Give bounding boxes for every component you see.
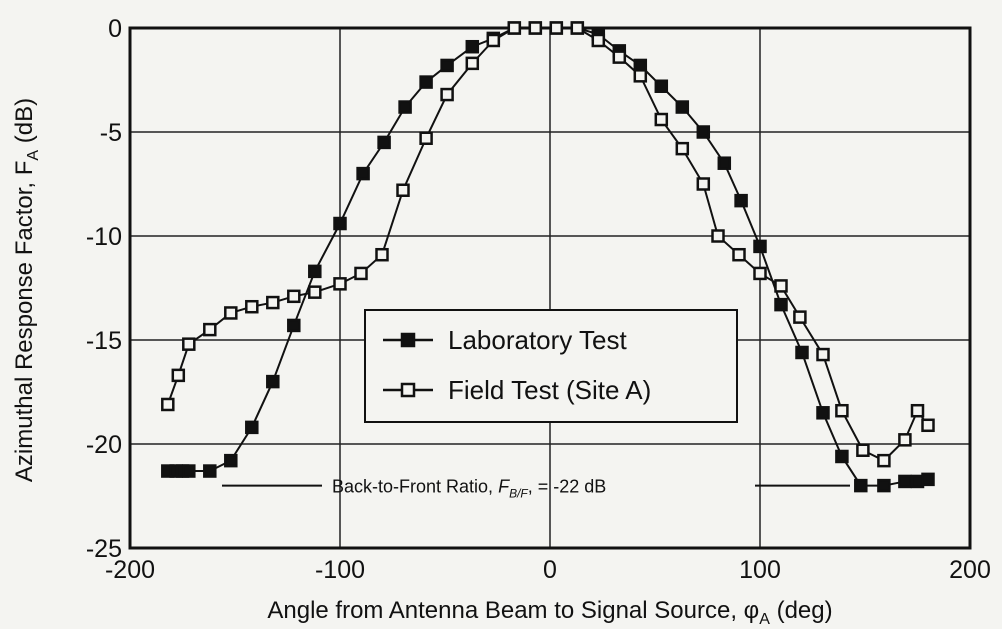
- data-point: [308, 285, 322, 299]
- y-axis-label: Azimuthal Response Factor, FA (dB): [11, 98, 42, 482]
- data-point: [877, 453, 891, 468]
- y-tick-label: -20: [86, 431, 122, 459]
- data-point: [774, 279, 788, 293]
- data-point: [816, 347, 830, 362]
- annotation-suffix: , = -22 dB: [528, 477, 607, 497]
- y-tick-label: -15: [86, 327, 122, 355]
- data-point: [245, 299, 259, 314]
- data-point: [854, 478, 868, 493]
- data-point: [287, 318, 301, 333]
- data-point: [182, 464, 196, 478]
- data-point: [795, 345, 809, 360]
- data-point: [396, 183, 410, 197]
- x-label-subscript: A: [759, 611, 770, 628]
- x-tick-label: -100: [315, 556, 365, 584]
- data-point: [308, 264, 322, 279]
- data-point: [182, 337, 196, 351]
- data-point: [224, 453, 238, 468]
- data-point: [675, 141, 690, 156]
- data-point: [612, 50, 627, 64]
- y-label-suffix: (dB): [11, 98, 38, 150]
- y-label-subscript: A: [25, 150, 42, 161]
- data-point: [696, 177, 711, 191]
- legend-label: Field Test (Site A): [448, 375, 651, 405]
- data-point: [835, 449, 849, 464]
- data-point: [398, 100, 412, 114]
- x-tick-label: 0: [543, 556, 557, 584]
- data-point: [549, 21, 564, 35]
- data-point: [354, 266, 368, 281]
- x-label-text: Angle from Antenna Beam to Signal Source…: [267, 597, 743, 624]
- y-label-text: Azimuthal Response Factor,: [11, 175, 38, 482]
- y-label-symbol: F: [11, 161, 38, 176]
- data-point: [654, 79, 669, 93]
- data-point: [753, 239, 767, 254]
- data-point: [171, 368, 186, 383]
- legend-label: Laboratory Test: [448, 325, 628, 355]
- data-point: [711, 229, 725, 243]
- data-point: [898, 474, 912, 489]
- data-point: [224, 306, 238, 320]
- y-tick-label: 0: [108, 15, 122, 43]
- data-point: [793, 310, 807, 324]
- y-tick-label: -5: [100, 119, 122, 147]
- data-point: [732, 247, 746, 262]
- annotation-symbol: F: [498, 477, 510, 497]
- annotation-subscript: B/F: [509, 487, 528, 501]
- x-axis-label: Angle from Antenna Beam to Signal Source…: [267, 597, 832, 628]
- data-point: [633, 69, 648, 83]
- data-point: [507, 21, 522, 35]
- data-point: [377, 135, 391, 150]
- data-point: [440, 87, 454, 102]
- annotation-text: Back-to-Front Ratio,: [332, 477, 498, 497]
- data-point: [835, 403, 849, 418]
- data-point: [333, 216, 347, 231]
- data-point: [375, 247, 389, 262]
- legend-marker: [400, 332, 416, 348]
- data-point: [877, 478, 891, 493]
- data-point: [570, 21, 585, 35]
- data-point: [203, 464, 217, 478]
- data-point: [717, 156, 732, 170]
- data-point: [753, 266, 767, 281]
- data-point: [266, 295, 280, 310]
- data-point: [910, 403, 925, 418]
- data-point: [856, 443, 870, 457]
- data-point: [921, 418, 935, 433]
- legend-box: [364, 309, 738, 423]
- x-label-symbol: φ: [744, 597, 760, 624]
- data-point: [419, 75, 433, 89]
- data-point: [333, 277, 347, 291]
- data-point: [921, 472, 935, 487]
- data-point: [465, 39, 480, 54]
- data-point: [898, 433, 912, 447]
- data-point: [774, 297, 788, 312]
- data-point: [465, 56, 480, 71]
- data-point: [528, 21, 543, 35]
- data-point: [591, 33, 606, 48]
- data-point: [440, 58, 454, 73]
- data-point: [486, 33, 501, 48]
- data-point: [816, 406, 830, 420]
- data-point: [675, 100, 690, 114]
- data-point: [287, 289, 301, 304]
- data-point: [419, 131, 433, 145]
- y-tick-label: -25: [86, 535, 122, 563]
- legend-marker: [400, 382, 416, 398]
- data-point: [161, 397, 175, 412]
- data-point: [356, 166, 370, 181]
- data-point: [654, 112, 669, 127]
- data-point: [266, 374, 280, 389]
- data-point: [203, 322, 217, 337]
- x-tick-label: 200: [949, 556, 991, 584]
- x-tick-label: 100: [739, 556, 781, 584]
- y-tick-label: -10: [86, 223, 122, 251]
- annotation: Back-to-Front Ratio, FB/F, = -22 dB: [332, 477, 606, 501]
- data-point: [245, 420, 259, 435]
- x-tick-label: -200: [105, 556, 155, 584]
- data-point: [734, 193, 748, 208]
- data-point: [696, 125, 711, 139]
- x-label-suffix: (deg): [770, 597, 833, 624]
